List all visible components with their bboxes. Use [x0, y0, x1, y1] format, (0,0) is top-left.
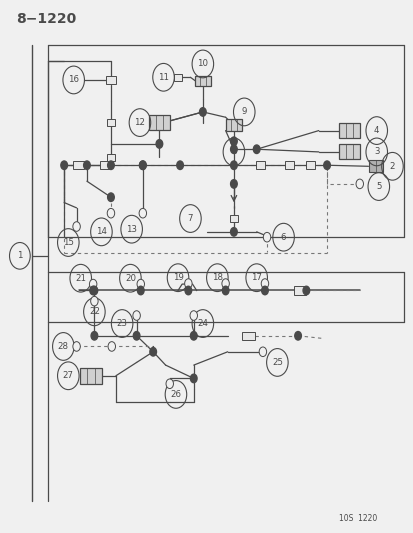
Text: 21: 21: [75, 274, 86, 282]
Circle shape: [230, 137, 237, 146]
Circle shape: [90, 296, 98, 306]
Text: 28: 28: [58, 342, 69, 351]
Text: 26: 26: [170, 390, 181, 399]
Bar: [173, 74, 182, 81]
Circle shape: [150, 348, 156, 356]
Text: 7: 7: [187, 214, 193, 223]
Text: 24: 24: [197, 319, 208, 328]
Text: 9: 9: [241, 108, 246, 116]
Circle shape: [139, 161, 146, 169]
Text: 8: 8: [230, 148, 236, 156]
Bar: [100, 161, 111, 169]
Text: 4: 4: [373, 126, 379, 135]
Text: 10: 10: [197, 60, 208, 68]
Text: 6: 6: [280, 233, 286, 241]
Circle shape: [133, 332, 140, 340]
Text: 20: 20: [125, 274, 135, 282]
Circle shape: [261, 286, 268, 295]
Circle shape: [139, 161, 146, 169]
Text: 16: 16: [68, 76, 79, 84]
Circle shape: [190, 311, 197, 320]
Bar: [305, 161, 314, 169]
Circle shape: [89, 279, 97, 289]
Circle shape: [91, 332, 97, 340]
Bar: [106, 76, 115, 84]
Text: 1: 1: [17, 252, 23, 260]
Circle shape: [107, 193, 114, 201]
Text: 2: 2: [389, 162, 394, 171]
Text: 17: 17: [251, 273, 261, 282]
Text: 19: 19: [172, 273, 183, 282]
Circle shape: [230, 228, 237, 236]
Bar: [107, 154, 114, 161]
Text: 11: 11: [158, 73, 169, 82]
Circle shape: [73, 222, 80, 231]
Bar: [107, 119, 114, 126]
Bar: [285, 161, 294, 169]
Circle shape: [323, 161, 330, 169]
Circle shape: [156, 140, 162, 148]
Bar: [368, 160, 382, 172]
Circle shape: [230, 161, 237, 169]
Bar: [339, 123, 359, 138]
Circle shape: [261, 279, 268, 288]
Bar: [256, 161, 265, 169]
Circle shape: [185, 286, 191, 295]
Bar: [339, 144, 359, 159]
Circle shape: [61, 161, 67, 169]
Circle shape: [166, 379, 173, 389]
Circle shape: [190, 332, 197, 340]
Circle shape: [107, 208, 114, 218]
Circle shape: [184, 279, 192, 288]
Circle shape: [230, 145, 237, 154]
Circle shape: [190, 374, 197, 383]
Bar: [242, 332, 254, 340]
Circle shape: [199, 108, 206, 116]
Circle shape: [90, 286, 96, 295]
Circle shape: [91, 286, 97, 295]
Text: 18: 18: [211, 273, 222, 282]
Text: 5: 5: [375, 182, 381, 191]
Circle shape: [221, 279, 229, 288]
Bar: [149, 115, 169, 130]
Text: 23: 23: [116, 319, 127, 328]
Bar: [194, 76, 211, 86]
Circle shape: [139, 208, 146, 218]
Bar: [225, 119, 242, 131]
Circle shape: [176, 161, 183, 169]
Circle shape: [133, 311, 140, 320]
Circle shape: [83, 161, 90, 169]
Circle shape: [107, 161, 114, 169]
Circle shape: [259, 347, 266, 357]
Bar: [74, 161, 83, 169]
Circle shape: [230, 180, 237, 188]
Circle shape: [253, 145, 259, 154]
Text: 12: 12: [134, 118, 145, 127]
Circle shape: [355, 179, 363, 189]
Text: 14: 14: [96, 228, 107, 236]
Text: 27: 27: [63, 372, 74, 380]
Circle shape: [302, 286, 309, 295]
Text: 25: 25: [271, 358, 282, 367]
Circle shape: [73, 342, 80, 351]
Bar: [293, 286, 306, 295]
Text: 15: 15: [63, 238, 74, 247]
Circle shape: [137, 286, 144, 295]
Bar: [80, 368, 102, 384]
Circle shape: [137, 279, 144, 289]
Circle shape: [222, 286, 228, 295]
Bar: [230, 215, 237, 222]
Text: 22: 22: [89, 308, 100, 316]
Text: 8−1220: 8−1220: [17, 12, 77, 26]
Circle shape: [263, 232, 270, 242]
Circle shape: [108, 342, 115, 351]
Circle shape: [294, 332, 301, 340]
Text: 10S  1220: 10S 1220: [339, 514, 377, 523]
Text: 13: 13: [126, 225, 137, 233]
Text: 3: 3: [373, 148, 379, 156]
